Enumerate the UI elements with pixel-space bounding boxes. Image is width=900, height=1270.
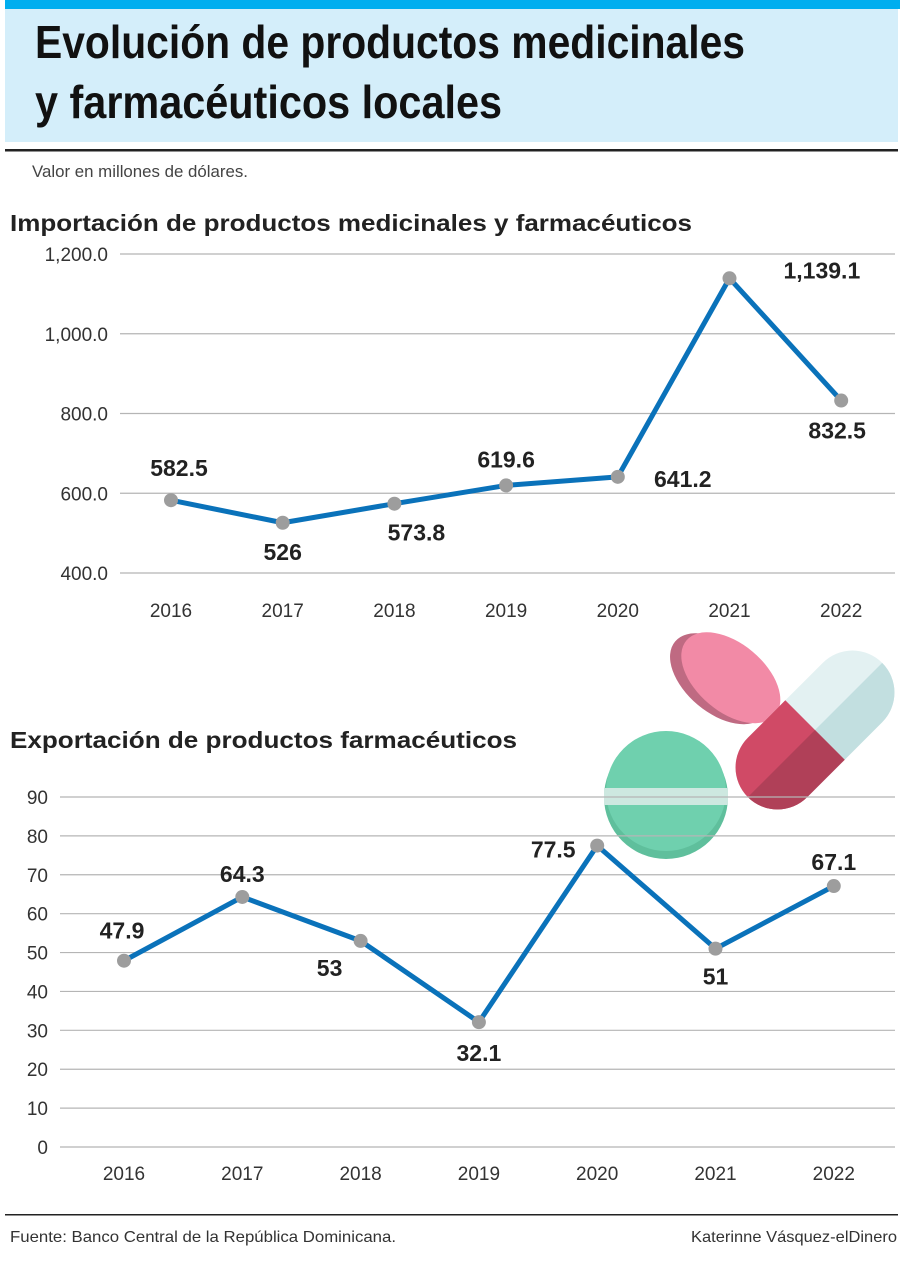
x-tick-label: 2018 [339, 1164, 381, 1185]
y-tick-label: 80 [27, 827, 48, 848]
data-point [353, 933, 368, 948]
y-tick-label: 60 [27, 905, 48, 926]
header-box [5, 9, 898, 142]
data-label: 51 [703, 964, 729, 990]
y-tick-label: 30 [27, 1021, 48, 1042]
x-tick-label: 2021 [708, 601, 750, 622]
x-tick-label: 2017 [221, 1164, 263, 1185]
chart1-title: Importación de productos medicinales y f… [10, 210, 692, 236]
data-label: 64.3 [220, 861, 265, 887]
y-tick-label: 70 [27, 866, 48, 887]
data-point [164, 493, 178, 508]
import-chart: 400.0 600.0 800.0 1,000.0 1,200.0 2016 2017 201… [45, 245, 895, 622]
data-point [275, 515, 290, 530]
data-point [499, 478, 514, 493]
data-label: 53 [317, 955, 343, 981]
data-label: 832.5 [808, 418, 866, 444]
author-credit: Katerinne Vásquez-elDinero [691, 1229, 897, 1246]
capsule-icon [735, 650, 895, 810]
data-label: 77.5 [531, 837, 576, 863]
pills-icon [604, 632, 895, 859]
chart2-title: Exportación de productos farmacéuticos [10, 727, 517, 753]
footer-divider [5, 1214, 898, 1216]
data-point [117, 953, 131, 968]
data-point [722, 271, 737, 286]
data-point [610, 469, 625, 484]
data-label: 573.8 [388, 520, 446, 546]
export-chart: 0 10 20 30 40 50 60 70 80 90 2016 2017 2018 2019 2020 2… [27, 788, 895, 1185]
y-tick-label: 0 [37, 1138, 48, 1159]
x-tick-label: 2021 [694, 1164, 736, 1185]
data-label: 1,139.1 [784, 257, 861, 283]
top-bar [5, 0, 900, 9]
data-label: 582.5 [150, 455, 208, 481]
source-note: Fuente: Banco Central de la República Do… [10, 1229, 396, 1246]
data-point [387, 496, 402, 511]
y-tick-label: 400.0 [60, 564, 108, 585]
x-tick-label: 2016 [150, 601, 192, 622]
y-tick-label: 1,000.0 [45, 325, 108, 346]
data-point [590, 838, 605, 853]
green-tablet-icon [604, 731, 728, 859]
x-tick-label: 2020 [576, 1164, 618, 1185]
data-point [235, 889, 250, 904]
x-tick-label: 2016 [103, 1164, 145, 1185]
header-divider [5, 149, 898, 152]
x-tick-label: 2022 [820, 601, 862, 622]
x-tick-label: 2022 [813, 1164, 855, 1185]
data-label: 67.1 [811, 849, 856, 875]
y-tick-label: 40 [27, 982, 48, 1003]
data-label: 47.9 [100, 918, 145, 944]
y-tick-label: 50 [27, 944, 48, 965]
data-label: 619.6 [477, 446, 535, 472]
page-title-line1: Evolución de productos medicinales [35, 16, 745, 68]
y-tick-label: 600.0 [60, 484, 108, 505]
data-point [471, 1015, 486, 1030]
data-label: 641.2 [654, 466, 712, 492]
data-point [708, 941, 723, 956]
x-tick-label: 2019 [485, 601, 527, 622]
x-tick-label: 2020 [597, 601, 639, 622]
x-tick-label: 2017 [262, 601, 304, 622]
x-tick-label: 2018 [373, 601, 415, 622]
subtitle: Valor en millones de dólares. [32, 162, 248, 181]
data-point [834, 393, 849, 408]
page-title-line2: y farmacéuticos locales [35, 76, 502, 128]
y-tick-label: 20 [27, 1060, 48, 1081]
data-label: 526 [264, 539, 302, 565]
y-tick-label: 800.0 [60, 405, 108, 426]
y-tick-label: 1,200.0 [45, 245, 108, 266]
y-tick-label: 10 [27, 1099, 48, 1120]
data-label: 32.1 [457, 1040, 502, 1066]
data-point [826, 879, 841, 894]
pink-tablet-icon [670, 632, 781, 725]
x-tick-label: 2019 [458, 1164, 500, 1185]
y-tick-label: 90 [27, 788, 48, 809]
